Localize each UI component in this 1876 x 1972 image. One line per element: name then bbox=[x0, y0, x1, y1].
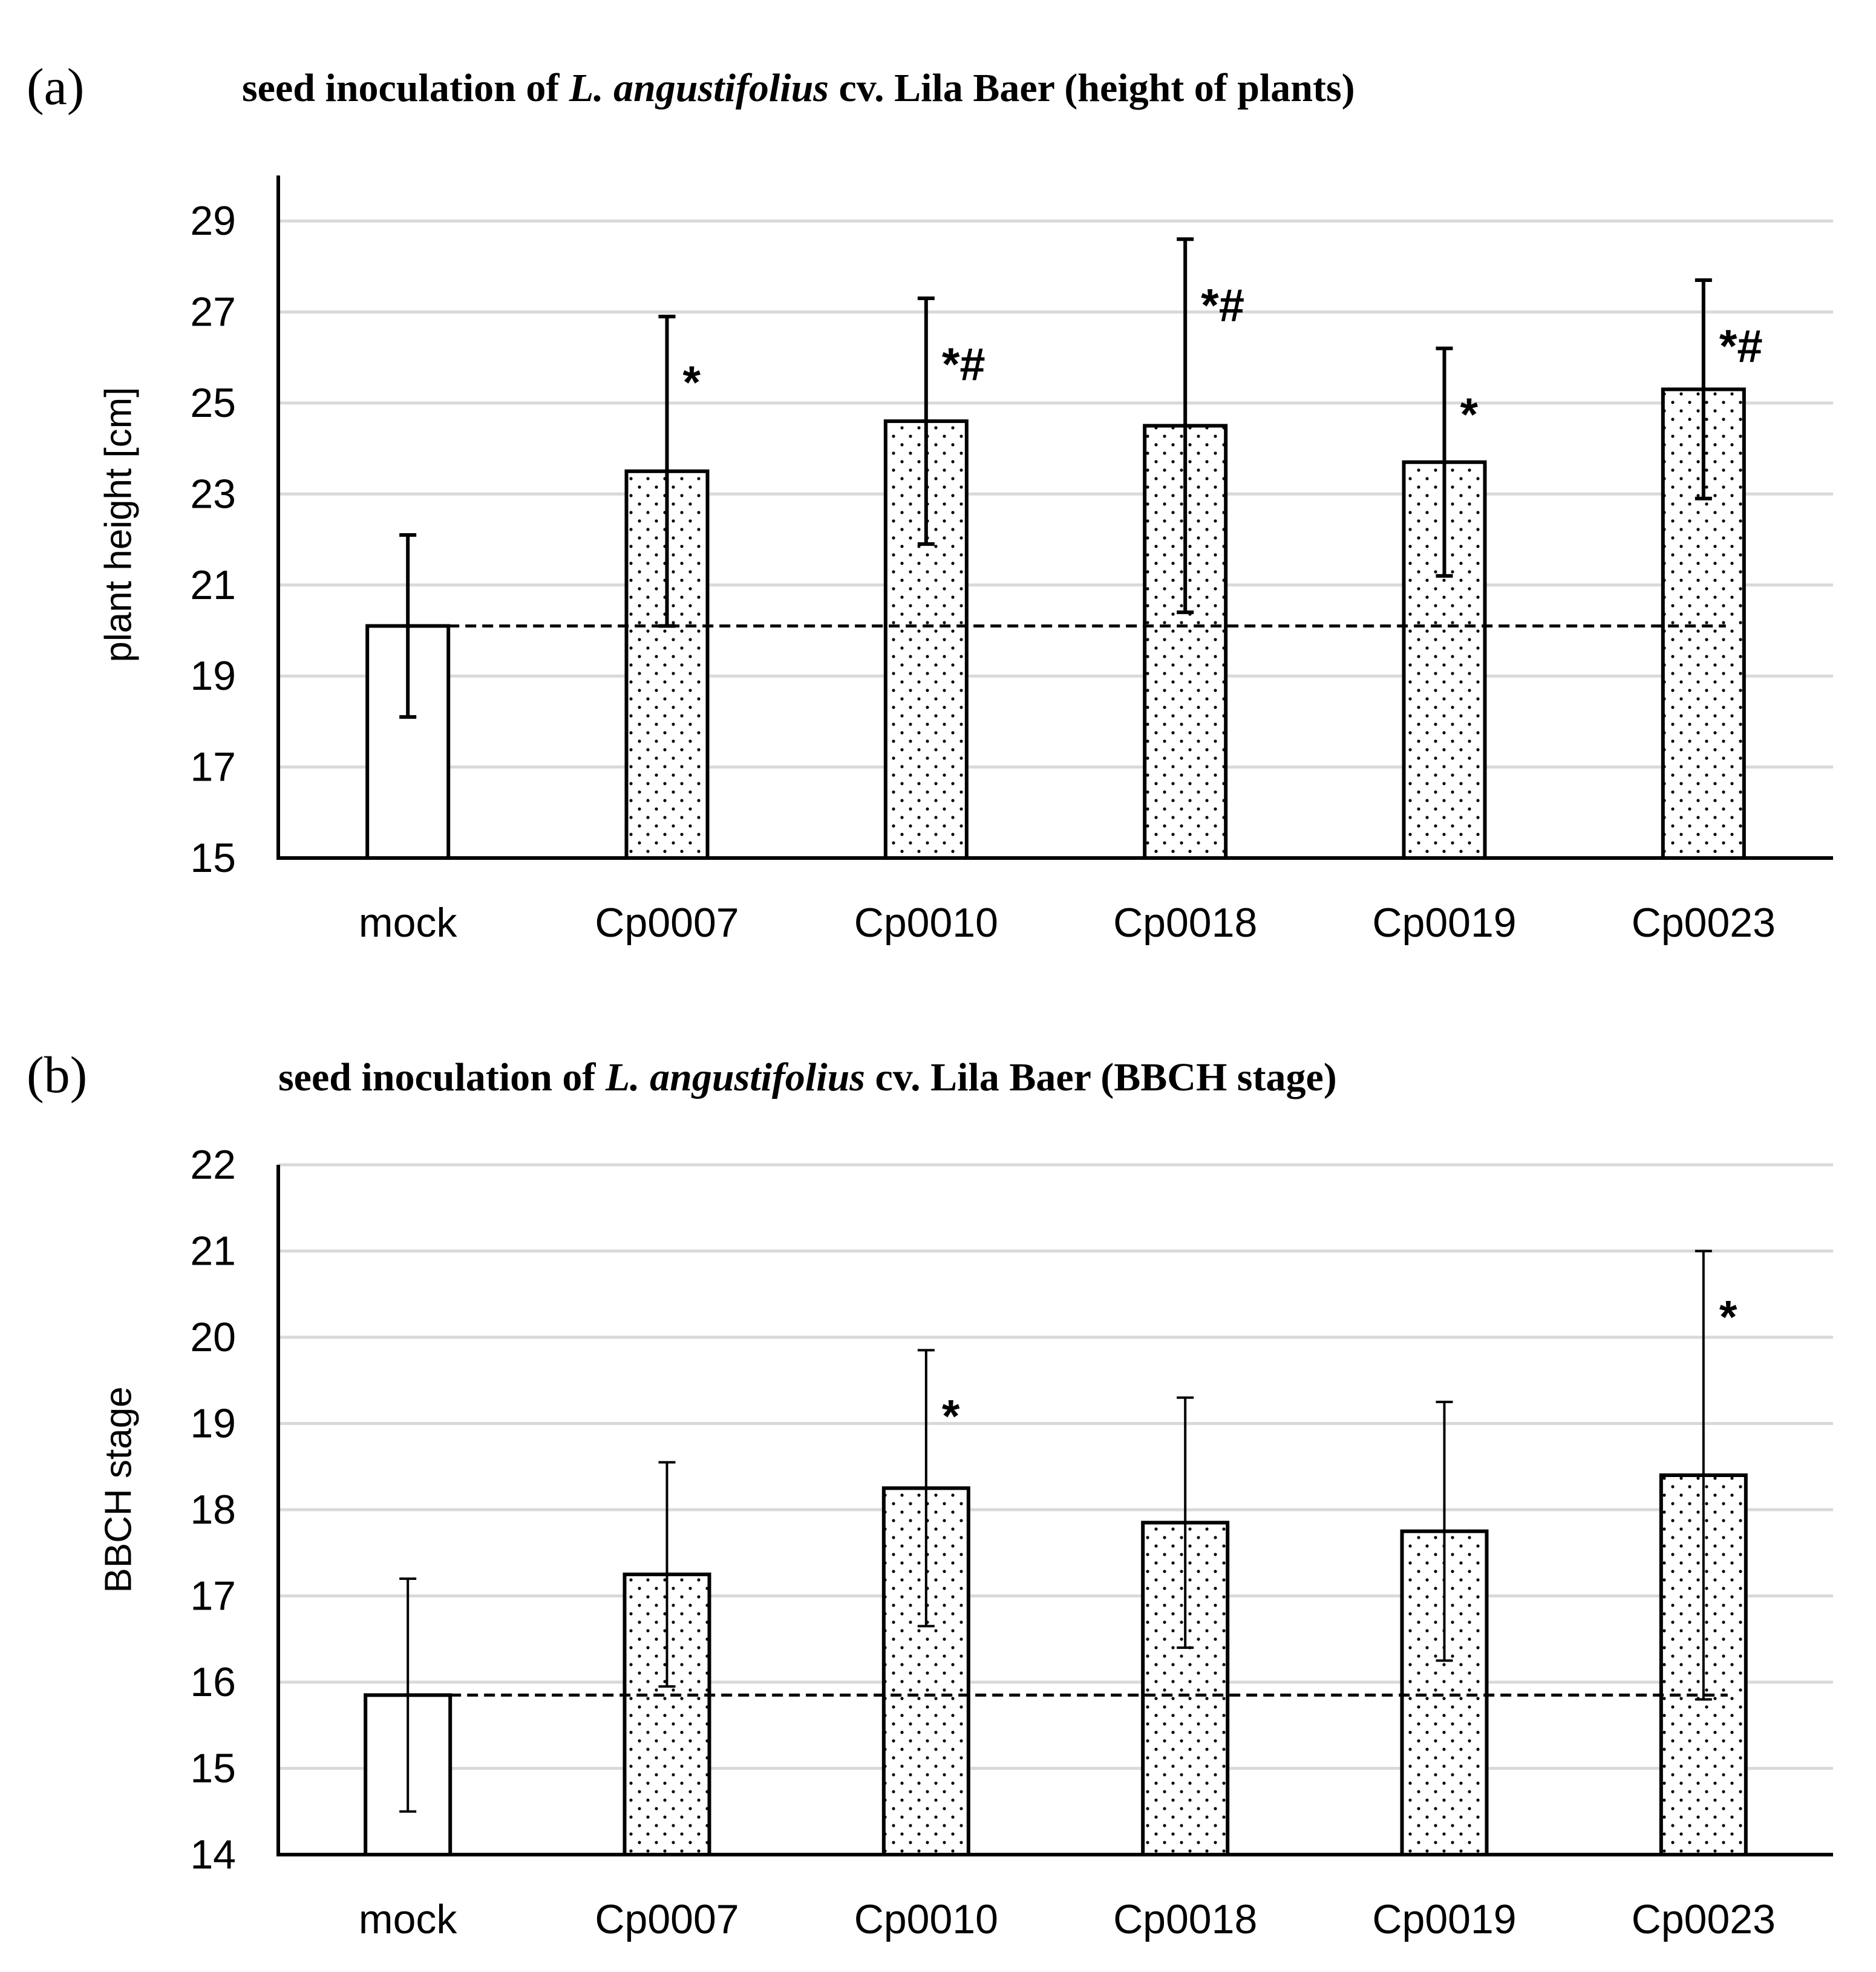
title-suffix: cv. Lila Baer (height of plants) bbox=[829, 66, 1355, 110]
y-tick-label: 17 bbox=[190, 1573, 236, 1619]
panel-label-a: (a) bbox=[27, 57, 84, 116]
x-tick-label: Cp0018 bbox=[1113, 1896, 1257, 1942]
significance-mark: * bbox=[1460, 389, 1479, 441]
significance-mark: * bbox=[683, 357, 701, 408]
gridlines-b bbox=[278, 1163, 1833, 1770]
error-bars-b bbox=[399, 1250, 1712, 1813]
axes-b bbox=[276, 1165, 1833, 1856]
x-tick-label: Cp0010 bbox=[854, 1896, 998, 1942]
error-bar-cp0023 bbox=[1695, 278, 1712, 500]
error-bar-cp0019 bbox=[1436, 1400, 1453, 1662]
chart-title-a: seed inoculation of L. angustifolius cv.… bbox=[242, 66, 1355, 110]
title-species: L. angustifolius bbox=[605, 1055, 865, 1099]
y-tick-label: 19 bbox=[190, 1401, 236, 1447]
error-bar-cp0018 bbox=[1177, 237, 1194, 614]
error-bar-cp0010 bbox=[917, 296, 935, 546]
x-tick-label: Cp0007 bbox=[595, 1896, 739, 1942]
title-suffix: cv. Lila Baer (BBCH stage) bbox=[865, 1055, 1337, 1099]
title-species: L. angustifolius bbox=[569, 66, 829, 110]
significance-mark: * bbox=[942, 1391, 960, 1442]
y-axis-label-a: plant height [cm] bbox=[97, 387, 139, 663]
y-tick-labels-b: 14 15 16 17 18 19 20 21 22 bbox=[190, 1142, 236, 1878]
x-tick-label: mock bbox=[359, 1896, 457, 1942]
panel-a: (a) seed inoculation of L. angustifolius… bbox=[27, 57, 1833, 946]
significance-marks-a: * *# *# * *# bbox=[683, 280, 1763, 440]
error-bar-cp0018 bbox=[1177, 1396, 1194, 1649]
x-tick-label: Cp0019 bbox=[1372, 1896, 1516, 1942]
bars-b bbox=[364, 1473, 1748, 1856]
y-tick-label: 18 bbox=[190, 1487, 236, 1533]
y-tick-label: 23 bbox=[190, 471, 236, 517]
x-tick-label: mock bbox=[359, 900, 457, 946]
y-tick-label: 14 bbox=[190, 1832, 236, 1878]
y-axis-label-b: BBCH stage bbox=[97, 1386, 139, 1593]
panel-label-b: (b) bbox=[27, 1046, 87, 1104]
significance-mark: *# bbox=[942, 339, 985, 390]
y-tick-label: 21 bbox=[190, 562, 236, 608]
y-tick-label: 20 bbox=[190, 1314, 236, 1360]
y-tick-label: 21 bbox=[190, 1228, 236, 1274]
y-tick-labels-a: 15 17 19 21 23 25 27 29 bbox=[190, 198, 236, 881]
bars-a bbox=[365, 387, 1746, 860]
title-prefix: seed inoculation of bbox=[242, 66, 569, 110]
y-tick-label: 29 bbox=[190, 198, 236, 244]
gridlines-a bbox=[278, 219, 1833, 769]
significance-mark: *# bbox=[1719, 321, 1763, 372]
x-tick-labels-a: mock Cp0007 Cp0010 Cp0018 Cp0019 Cp0023 bbox=[359, 900, 1776, 946]
y-tick-label: 22 bbox=[190, 1142, 236, 1188]
x-tick-label: Cp0010 bbox=[854, 900, 998, 946]
title-prefix: seed inoculation of bbox=[278, 1055, 606, 1099]
panel-b: (b) seed inoculation of L. angustifolius… bbox=[27, 1046, 1833, 1942]
y-tick-label: 15 bbox=[190, 1746, 236, 1792]
x-tick-label: Cp0023 bbox=[1632, 1896, 1776, 1942]
error-bar-cp0007 bbox=[658, 1461, 676, 1688]
chart-title-b: seed inoculation of L. angustifolius cv.… bbox=[278, 1055, 1337, 1099]
y-tick-label: 15 bbox=[190, 835, 236, 881]
error-bar-mock bbox=[399, 533, 417, 719]
x-tick-label: Cp0007 bbox=[595, 900, 739, 946]
axes-a bbox=[276, 175, 1833, 860]
error-bar-cp0023 bbox=[1695, 1250, 1712, 1701]
x-tick-label: Cp0023 bbox=[1632, 900, 1776, 946]
significance-mark: * bbox=[1719, 1292, 1737, 1343]
y-tick-label: 25 bbox=[190, 380, 236, 426]
significance-mark: *# bbox=[1201, 280, 1244, 331]
error-bar-cp0010 bbox=[917, 1349, 935, 1628]
y-tick-label: 27 bbox=[190, 289, 236, 335]
x-tick-label: Cp0019 bbox=[1372, 900, 1516, 946]
y-tick-label: 16 bbox=[190, 1659, 236, 1705]
x-tick-label: Cp0018 bbox=[1113, 900, 1257, 946]
significance-marks-b: ** bbox=[942, 1292, 1737, 1443]
x-tick-labels-b: mock Cp0007 Cp0010 Cp0018 Cp0019 Cp0023 bbox=[359, 1896, 1776, 1942]
error-bar-cp0007 bbox=[658, 315, 676, 628]
error-bar-mock bbox=[399, 1577, 417, 1813]
y-tick-label: 19 bbox=[190, 653, 236, 699]
error-bars-a bbox=[399, 237, 1712, 719]
error-bar-cp0019 bbox=[1436, 346, 1453, 578]
y-tick-label: 17 bbox=[190, 744, 236, 790]
